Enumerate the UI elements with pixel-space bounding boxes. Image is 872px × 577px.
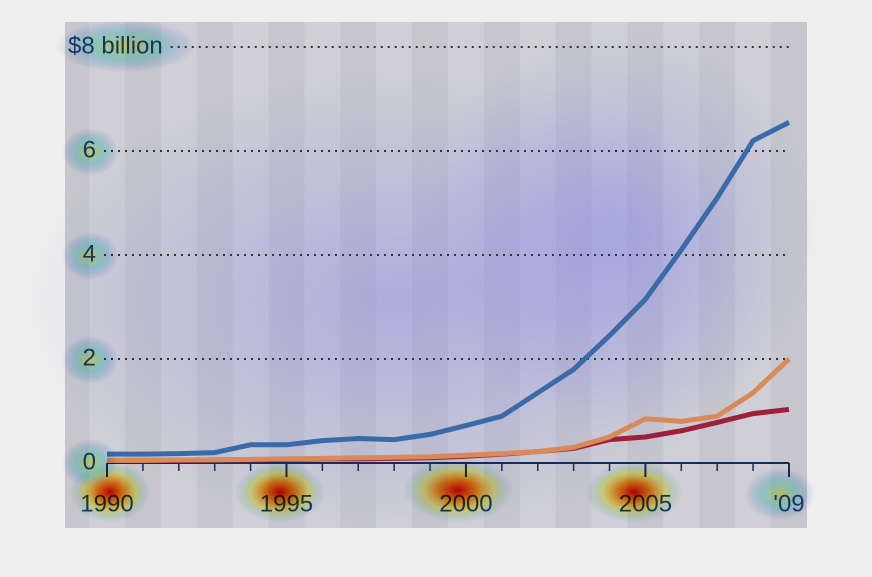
series-line (107, 120, 791, 457)
heatmap-blobs (55, 20, 815, 522)
series-line (107, 357, 791, 463)
heatmap-haze (20, 30, 820, 530)
